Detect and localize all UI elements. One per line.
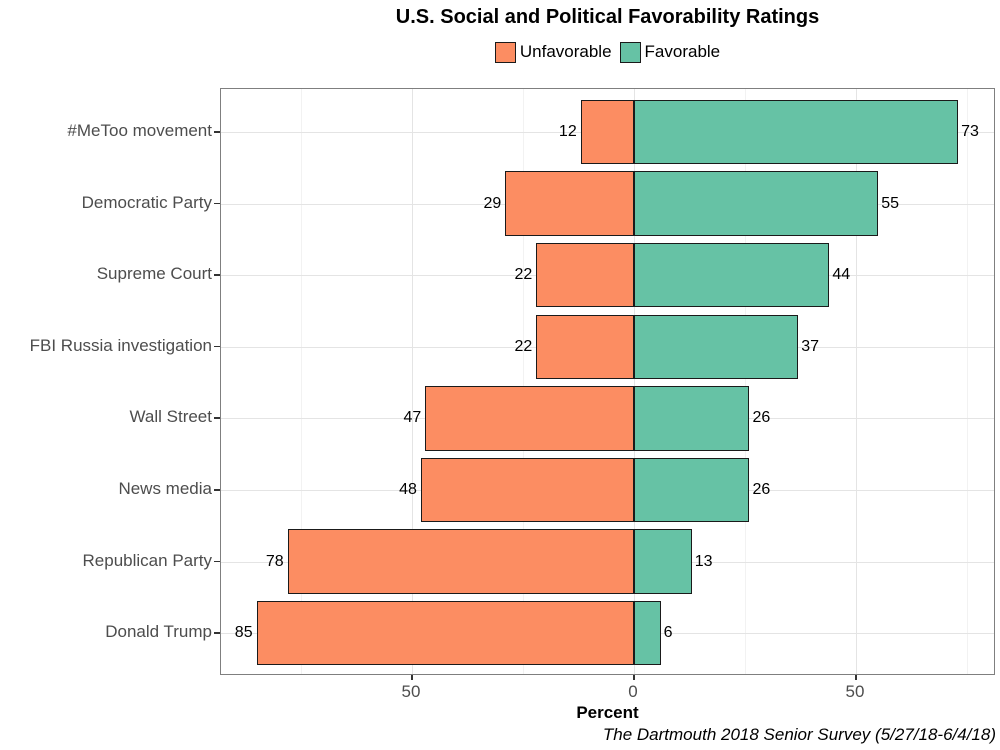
gridline-minor-75 <box>967 89 968 674</box>
value-label-unfavorable-republican-party: 78 <box>265 552 284 570</box>
value-label-unfavorable-wall-street: 47 <box>403 409 422 427</box>
legend-item-unfavorable: Unfavorable <box>494 41 612 63</box>
y-label-wall-street: Wall Street <box>129 407 212 427</box>
unfavorable-swatch-icon <box>494 41 516 63</box>
bar-unfavorable-fbi-russia-investigation <box>536 314 634 379</box>
y-tick-donald-trump <box>214 632 220 634</box>
gridline-minor-25 <box>745 89 746 674</box>
legend-label-favorable: Favorable <box>644 42 721 61</box>
gridline-minor--25 <box>523 89 524 674</box>
y-label-metoo-movement: #MeToo movement <box>67 121 212 140</box>
bar-favorable-fbi-russia-investigation <box>634 314 799 379</box>
value-label-unfavorable-supreme-court: 22 <box>514 266 533 284</box>
value-label-unfavorable-metoo-movement: 12 <box>558 123 577 140</box>
y-tick-metoo-movement <box>214 131 220 133</box>
y-label-democratic-party: Democratic Party <box>81 192 212 212</box>
bar-favorable-republican-party <box>634 529 692 594</box>
y-label-supreme-court: Supreme Court <box>96 264 212 284</box>
bar-unfavorable-wall-street <box>425 386 634 451</box>
y-label-fbi-russia-investigation: FBI Russia investigation <box>29 335 212 355</box>
value-label-favorable-news-media: 26 <box>752 481 771 498</box>
bar-unfavorable-metoo-movement <box>580 99 634 165</box>
legend-label-unfavorable: Unfavorable <box>519 42 612 61</box>
y-tick-fbi-russia-investigation <box>214 345 220 348</box>
x-tick-label--50: 50 <box>401 682 421 701</box>
y-tick-wall-street <box>214 417 220 419</box>
plot-panel: 12 73 29 55 22 44 22 37 47 26 48 26 78 13 85 6 <box>220 88 995 675</box>
value-label-favorable-wall-street: 26 <box>752 409 771 427</box>
legend: Unfavorable Favorable <box>220 39 995 65</box>
value-label-unfavorable-democratic-party: 29 <box>483 194 502 212</box>
y-tick-supreme-court <box>214 274 220 276</box>
x-tick-label-50: 50 <box>845 682 865 701</box>
y-tick-republican-party <box>214 560 220 563</box>
x-tick--50 <box>411 675 413 680</box>
x-tick-50 <box>855 675 857 680</box>
bar-favorable-democratic-party <box>634 171 879 236</box>
bar-unfavorable-news-media <box>420 457 634 523</box>
chart-title: U.S. Social and Political Favorability R… <box>395 6 820 28</box>
value-label-favorable-democratic-party: 55 <box>881 194 899 212</box>
bar-unfavorable-republican-party <box>287 529 634 594</box>
y-tick-news-media <box>214 489 220 491</box>
x-tick-0 <box>633 675 635 680</box>
gridline-major-0 <box>634 89 635 674</box>
value-label-unfavorable-news-media: 48 <box>399 481 417 498</box>
y-label-republican-party: Republican Party <box>82 550 212 570</box>
gridline-major-50 <box>856 89 857 674</box>
bar-favorable-news-media <box>634 457 750 523</box>
bar-unfavorable-supreme-court <box>536 243 634 308</box>
gridline-major--50 <box>412 89 413 674</box>
bar-unfavorable-donald-trump <box>256 601 634 666</box>
value-label-favorable-donald-trump: 6 <box>663 624 673 642</box>
gridline-minor--75 <box>301 89 302 674</box>
bar-favorable-metoo-movement <box>634 99 959 165</box>
bar-favorable-supreme-court <box>634 243 830 308</box>
bar-unfavorable-democratic-party <box>505 171 634 236</box>
value-label-favorable-fbi-russia-investigation: 37 <box>801 337 820 355</box>
value-label-favorable-republican-party: 13 <box>694 552 713 570</box>
value-label-unfavorable-fbi-russia-investigation: 22 <box>514 337 533 355</box>
x-axis-title: Percent <box>576 703 639 722</box>
y-label-news-media: News media <box>118 479 212 498</box>
value-label-favorable-supreme-court: 44 <box>832 266 851 284</box>
value-label-unfavorable-donald-trump: 85 <box>234 624 253 642</box>
y-label-donald-trump: Donald Trump <box>105 622 212 642</box>
favorable-swatch-icon <box>619 41 641 63</box>
y-tick-democratic-party <box>214 202 220 205</box>
source-caption: The Dartmouth 2018 Senior Survey (5/27/1… <box>602 725 996 744</box>
legend-item-favorable: Favorable <box>619 41 721 63</box>
bar-favorable-donald-trump <box>634 601 661 666</box>
bar-favorable-wall-street <box>634 386 750 451</box>
value-label-favorable-metoo-movement: 73 <box>961 123 979 140</box>
x-tick-label-0: 0 <box>628 682 638 701</box>
